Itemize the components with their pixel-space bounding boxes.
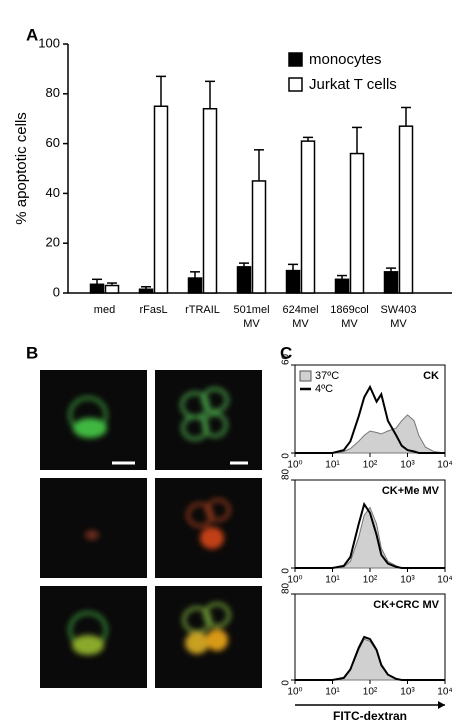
x-tick-label: 1869col MV bbox=[330, 304, 369, 330]
histogram-area bbox=[295, 506, 445, 569]
x-tick-label: 10² bbox=[363, 575, 378, 586]
bar bbox=[349, 152, 365, 294]
x-tick-label: 10¹ bbox=[325, 687, 340, 698]
panel-label: C bbox=[280, 343, 292, 362]
x-tick-label: 501mel MV bbox=[233, 304, 269, 330]
bar bbox=[334, 278, 350, 294]
micrographs bbox=[40, 370, 262, 688]
x-tick-label: 10⁴ bbox=[437, 460, 452, 471]
bar bbox=[153, 105, 169, 294]
bar bbox=[89, 283, 105, 294]
x-tick-label: 10³ bbox=[400, 575, 415, 586]
bar bbox=[138, 288, 154, 294]
bar bbox=[285, 269, 301, 294]
x-tick-label: rTRAIL bbox=[185, 304, 220, 316]
x-tick-label: 10³ bbox=[400, 687, 415, 698]
histogram-line bbox=[295, 635, 445, 681]
panel-label: B bbox=[26, 343, 38, 362]
bar bbox=[398, 125, 414, 294]
legend-swatch bbox=[288, 77, 303, 92]
bar bbox=[236, 266, 252, 294]
y-tick-label: 60 bbox=[281, 353, 292, 365]
x-tick-label: 10⁰ bbox=[287, 687, 302, 698]
histogram-area bbox=[295, 414, 446, 454]
x-tick-label: SW403 MV bbox=[380, 304, 416, 330]
histogram-line bbox=[295, 501, 445, 569]
bar bbox=[300, 140, 316, 294]
x-tick-label: 10¹ bbox=[325, 460, 340, 471]
legend-swatch bbox=[288, 52, 303, 67]
x-axis-label: FITC-dextran bbox=[333, 709, 407, 723]
legend-label: Jurkat T cells bbox=[309, 76, 397, 93]
y-tick-label: 80 bbox=[46, 85, 60, 100]
panel-label: A bbox=[26, 25, 38, 44]
x-tick-label: 10² bbox=[363, 687, 378, 698]
y-tick-label: 20 bbox=[46, 235, 60, 250]
x-tick-label: 10⁰ bbox=[287, 575, 302, 586]
x-tick-label: 10¹ bbox=[325, 575, 340, 586]
y-tick-label: 100 bbox=[38, 35, 60, 50]
cell bbox=[68, 387, 231, 655]
bar bbox=[104, 284, 120, 294]
y-tick-label: 0 bbox=[281, 453, 292, 459]
legend-label: monocytes bbox=[309, 51, 382, 68]
plot-label: CK bbox=[423, 370, 439, 382]
bar bbox=[383, 271, 399, 294]
y-tick-label: 40 bbox=[46, 185, 60, 200]
plot-label: CK+CRC MV bbox=[373, 599, 439, 611]
y-tick-label: 0 bbox=[281, 680, 292, 686]
x-tick-label: 10² bbox=[363, 460, 378, 471]
bar bbox=[202, 107, 218, 294]
histogram-line bbox=[295, 384, 445, 454]
histogram-area bbox=[295, 638, 445, 681]
x-tick-label: 10⁰ bbox=[287, 460, 302, 471]
x-tick-label: med bbox=[94, 304, 115, 316]
x-tick-label: rFasL bbox=[139, 304, 167, 316]
x-tick-label: 10⁴ bbox=[437, 687, 452, 698]
x-tick-label: 624mel MV bbox=[282, 304, 318, 330]
y-tick-label: 60 bbox=[46, 135, 60, 150]
y-tick-label: 0 bbox=[53, 284, 60, 299]
legend-swatch bbox=[299, 370, 312, 382]
plot-label: CK+Me MV bbox=[382, 485, 440, 497]
y-tick-label: 0 bbox=[281, 568, 292, 574]
legend-label: 4ºC bbox=[315, 383, 333, 395]
y-tick-label: 80 bbox=[281, 582, 292, 594]
x-tick-label: 10⁴ bbox=[437, 575, 452, 586]
micrograph bbox=[155, 370, 262, 470]
micrograph bbox=[40, 478, 147, 578]
bar bbox=[187, 277, 203, 294]
legend-label: 37ºC bbox=[315, 370, 339, 382]
x-tick-label: 10³ bbox=[400, 460, 415, 471]
bar bbox=[251, 180, 267, 294]
y-axis-label: % apoptotic cells bbox=[13, 112, 30, 225]
axis-arrowhead bbox=[438, 701, 445, 709]
y-tick-label: 80 bbox=[281, 468, 292, 480]
